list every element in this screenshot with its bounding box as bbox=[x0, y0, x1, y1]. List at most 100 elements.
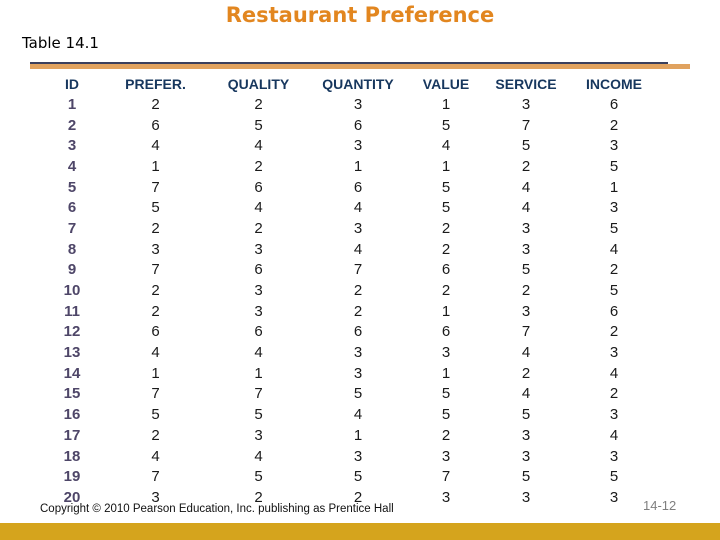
table-row: 3 4 4 3 4 5 3 bbox=[38, 135, 664, 156]
data-cell: 3 bbox=[441, 447, 451, 465]
data-cell: 7 bbox=[151, 178, 160, 196]
data-cell: 4 bbox=[521, 344, 531, 362]
data-cell: 5 bbox=[521, 261, 531, 279]
data-cell: 2 bbox=[353, 282, 363, 300]
data-cell: 1 bbox=[441, 302, 451, 320]
data-cell: 3 bbox=[609, 199, 619, 217]
data-cell: 4 bbox=[521, 178, 531, 196]
divider-rule bbox=[30, 62, 690, 69]
id-cell: 3 bbox=[67, 137, 77, 155]
data-cell: 3 bbox=[353, 137, 363, 155]
data-cell: 1 bbox=[151, 364, 160, 382]
data-cell: 1 bbox=[353, 157, 363, 175]
data-cell: 2 bbox=[151, 426, 160, 444]
data-cell: 2 bbox=[254, 488, 263, 506]
id-cell: 7 bbox=[67, 219, 77, 237]
table-row: 15 7 7 5 5 4 2 bbox=[38, 384, 664, 405]
data-cell: 3 bbox=[441, 344, 451, 362]
data-cell: 4 bbox=[521, 199, 531, 217]
data-cell: 2 bbox=[609, 261, 619, 279]
column-header: PREFER. bbox=[125, 75, 186, 92]
data-cell: 6 bbox=[609, 95, 619, 113]
data-cell: 4 bbox=[441, 137, 451, 155]
data-cell: 5 bbox=[609, 219, 619, 237]
data-cell: 6 bbox=[353, 116, 363, 134]
data-cell: 6 bbox=[353, 323, 363, 341]
bottom-bar bbox=[0, 523, 720, 540]
data-cell: 5 bbox=[441, 385, 451, 403]
id-cell: 5 bbox=[67, 178, 77, 196]
data-cell: 3 bbox=[521, 240, 531, 258]
data-cell: 3 bbox=[441, 488, 451, 506]
data-cell: 3 bbox=[521, 219, 531, 237]
data-cell: 5 bbox=[151, 406, 160, 424]
data-cell: 4 bbox=[254, 199, 263, 217]
data-cell: 1 bbox=[609, 178, 619, 196]
column-header: QUALITY bbox=[227, 75, 290, 92]
data-cell: 7 bbox=[151, 385, 160, 403]
data-cell: 4 bbox=[609, 426, 619, 444]
data-cell: 3 bbox=[609, 406, 619, 424]
table-row: 16 5 5 4 5 5 3 bbox=[38, 404, 664, 425]
id-cell: 14 bbox=[63, 364, 81, 382]
data-cell: 4 bbox=[151, 137, 160, 155]
data-cell: 2 bbox=[254, 95, 263, 113]
data-cell: 1 bbox=[151, 157, 160, 175]
id-cell: 15 bbox=[63, 385, 81, 403]
data-cell: 3 bbox=[353, 219, 363, 237]
id-cell: 4 bbox=[67, 157, 77, 175]
data-cell: 2 bbox=[254, 157, 263, 175]
id-cell: 12 bbox=[63, 323, 81, 341]
data-cell: 2 bbox=[353, 302, 363, 320]
id-cell: 16 bbox=[63, 406, 81, 424]
table-row: 7 2 2 3 2 3 5 bbox=[38, 218, 664, 239]
data-cell: 4 bbox=[151, 344, 160, 362]
id-cell: 9 bbox=[67, 261, 77, 279]
data-table: ID PREFER. QUALITY QUANTITY VALUE SERVICE INCO… bbox=[38, 73, 664, 508]
data-cell: 4 bbox=[254, 137, 263, 155]
id-cell: 2 bbox=[67, 116, 77, 134]
table-row: 13 4 4 3 3 4 3 bbox=[38, 342, 664, 363]
data-cell: 4 bbox=[609, 364, 619, 382]
data-cell: 5 bbox=[353, 385, 363, 403]
data-cell: 6 bbox=[254, 323, 263, 341]
data-cell: 3 bbox=[254, 426, 263, 444]
data-cell: 6 bbox=[441, 323, 451, 341]
data-cell: 3 bbox=[609, 137, 619, 155]
data-cell: 5 bbox=[353, 468, 363, 486]
data-cell: 7 bbox=[353, 261, 363, 279]
data-cell: 2 bbox=[609, 323, 619, 341]
column-header: VALUE bbox=[422, 75, 470, 92]
data-cell: 3 bbox=[521, 488, 531, 506]
data-cell: 4 bbox=[254, 344, 263, 362]
id-cell: 18 bbox=[63, 447, 81, 465]
data-cell: 4 bbox=[151, 447, 160, 465]
table-row: 20 3 2 2 3 3 3 bbox=[38, 487, 664, 508]
table-row: 9 7 6 7 6 5 2 bbox=[38, 260, 664, 281]
table-row: 4 1 2 1 1 2 5 bbox=[38, 156, 664, 177]
divider-rule-navy-line bbox=[30, 62, 668, 64]
data-cell: 4 bbox=[353, 240, 363, 258]
data-cell: 5 bbox=[609, 157, 619, 175]
data-cell: 3 bbox=[151, 240, 160, 258]
data-cell: 7 bbox=[441, 468, 451, 486]
data-cell: 2 bbox=[151, 302, 160, 320]
data-cell: 2 bbox=[441, 282, 451, 300]
data-cell: 2 bbox=[254, 219, 263, 237]
data-cell: 4 bbox=[609, 240, 619, 258]
id-cell: 1 bbox=[67, 95, 77, 113]
data-cell: 7 bbox=[151, 261, 160, 279]
data-cell: 2 bbox=[151, 282, 160, 300]
data-cell: 5 bbox=[254, 406, 263, 424]
data-cell: 5 bbox=[441, 406, 451, 424]
data-cell: 5 bbox=[521, 137, 531, 155]
id-cell: 20 bbox=[63, 488, 81, 506]
page-number: 14-12 bbox=[643, 498, 677, 513]
data-cell: 2 bbox=[151, 219, 160, 237]
table-row: 19 7 5 5 7 5 5 bbox=[38, 466, 664, 487]
table-row: 17 2 3 1 2 3 4 bbox=[38, 425, 664, 446]
data-cell: 5 bbox=[151, 199, 160, 217]
data-cell: 2 bbox=[353, 488, 363, 506]
table-row: 6 5 4 4 5 4 3 bbox=[38, 197, 664, 218]
data-cell: 4 bbox=[254, 447, 263, 465]
